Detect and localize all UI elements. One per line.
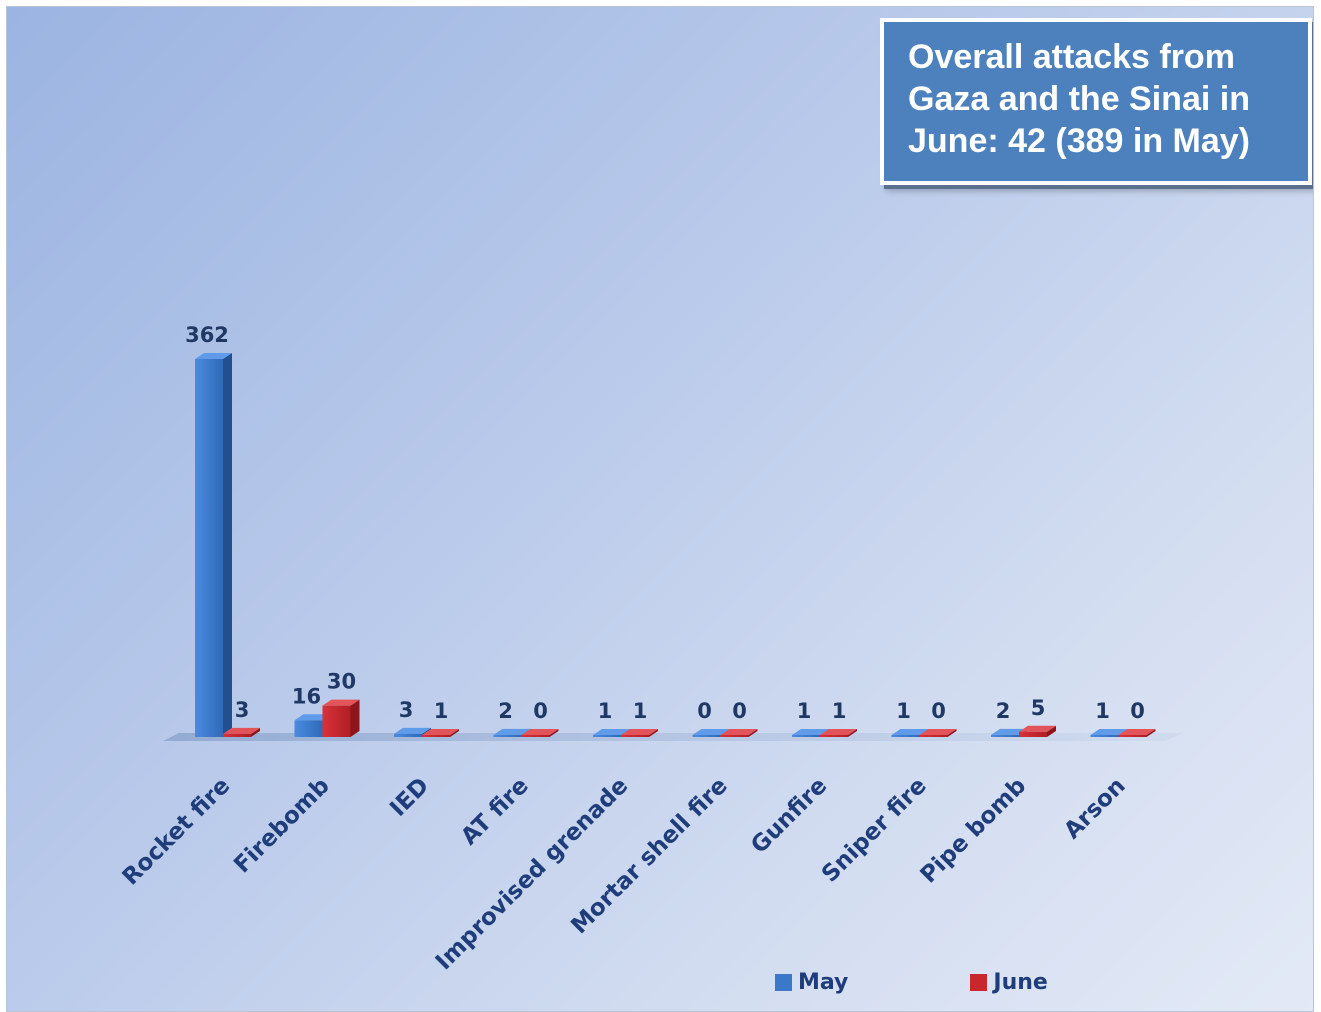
bar-june-2: [422, 735, 450, 737]
data-label-may-1: 16: [292, 684, 321, 708]
data-label-may-4: 1: [598, 699, 613, 723]
bar-top-june-5: [720, 729, 758, 735]
bar-side-june-4: [649, 729, 658, 737]
bar-side-june-8: [1047, 725, 1056, 737]
legend: May June: [775, 967, 1170, 997]
bar-side-june-7: [947, 729, 957, 737]
bar-top-june-6: [820, 729, 857, 735]
data-label-june-3: 0: [533, 699, 548, 723]
bar-may-8: [991, 734, 1019, 737]
bar-may-5: [692, 735, 721, 737]
bar-side-june-5: [748, 729, 758, 737]
data-label-june-5: 0: [732, 699, 747, 723]
data-label-may-8: 2: [996, 699, 1011, 723]
data-label-may-5: 0: [697, 699, 712, 723]
data-label-may-0: 362: [185, 323, 229, 347]
legend-item-may: May: [775, 970, 848, 995]
category-label-4: Improvised grenade: [431, 773, 633, 975]
bar-top-june-1: [322, 699, 360, 706]
bar-top-june-2: [422, 729, 459, 735]
bar-top-may-5: [692, 729, 730, 735]
bar-top-june-8: [1019, 725, 1056, 732]
bar-may-6: [792, 735, 820, 737]
data-label-june-7: 0: [931, 699, 946, 723]
bar-top-may-8: [991, 728, 1028, 735]
chart-frame: 362 3 Rocket fire 16 30 Firebomb 3 1 IED 2 0 AT fir…: [6, 6, 1314, 1012]
bar-may-9: [1090, 735, 1119, 737]
bar-june-6: [820, 735, 848, 737]
bar-top-may-9: [1090, 729, 1128, 735]
category-label-6: Gunfire: [746, 773, 832, 859]
category-label-9: Arson: [1059, 773, 1130, 844]
bar-june-0: [223, 733, 251, 737]
bar-june-8: [1019, 731, 1047, 737]
bar-side-june-6: [848, 729, 857, 737]
data-label-june-0: 3: [235, 698, 250, 722]
bar-top-june-0: [223, 727, 260, 734]
bar-side-june-9: [1146, 729, 1156, 737]
data-label-may-3: 2: [498, 699, 513, 723]
data-label-may-7: 1: [896, 699, 911, 723]
bar-top-may-7: [891, 729, 929, 735]
data-label-june-1: 30: [327, 670, 356, 694]
bar-top-june-9: [1118, 729, 1156, 735]
legend-label-may: May: [798, 969, 849, 995]
data-label-june-2: 1: [434, 699, 449, 723]
bar-may-2: [394, 733, 422, 737]
bar-june-9: [1118, 735, 1147, 737]
bar-june-3: [521, 735, 550, 737]
category-label-2: IED: [385, 773, 434, 822]
category-label-0: Rocket fire: [118, 773, 236, 891]
bar-top-may-2: [394, 727, 431, 734]
bar-may-7: [891, 735, 920, 737]
data-label-may-2: 3: [399, 698, 414, 722]
bar-may-1: [294, 720, 323, 737]
legend-swatch-june: [970, 973, 988, 991]
legend-label-june: June: [993, 969, 1048, 995]
data-label-may-6: 1: [797, 699, 812, 723]
category-label-8: Pipe bomb: [916, 773, 1032, 889]
bar-top-may-1: [294, 714, 332, 721]
bar-june-1: [322, 705, 351, 737]
bar-june-7: [919, 735, 948, 737]
data-label-june-4: 1: [633, 699, 648, 723]
bar-top-june-3: [521, 729, 559, 735]
bar-top-may-6: [792, 729, 829, 735]
bar-side-june-2: [450, 729, 459, 737]
bar-top-may-0: [195, 353, 232, 359]
bar-june-4: [621, 735, 649, 737]
bar-june-5: [720, 735, 749, 737]
bar-side-june-1: [350, 699, 360, 737]
legend-item-june: June: [970, 969, 1048, 995]
data-label-june-8: 5: [1031, 696, 1046, 720]
bar-may-4: [593, 735, 621, 737]
bar-side-june-0: [251, 727, 260, 737]
category-label-1: Firebomb: [229, 773, 335, 879]
data-label-june-6: 1: [832, 699, 847, 723]
legend-swatch-may: [775, 973, 792, 991]
data-label-may-9: 1: [1095, 699, 1110, 723]
bar-may-0: [195, 359, 223, 737]
data-label-june-9: 0: [1130, 699, 1145, 723]
category-label-3: AT fire: [456, 773, 534, 851]
chart-title: Overall attacks from Gaza and the Sinai …: [880, 18, 1312, 185]
bar-top-may-3: [493, 728, 531, 735]
bar-top-may-4: [593, 729, 630, 735]
bar-side-may-0: [223, 353, 232, 737]
bar-side-june-3: [549, 729, 559, 737]
bar-may-3: [493, 734, 522, 737]
bar-top-june-7: [919, 729, 957, 735]
bar-top-june-4: [621, 729, 658, 735]
